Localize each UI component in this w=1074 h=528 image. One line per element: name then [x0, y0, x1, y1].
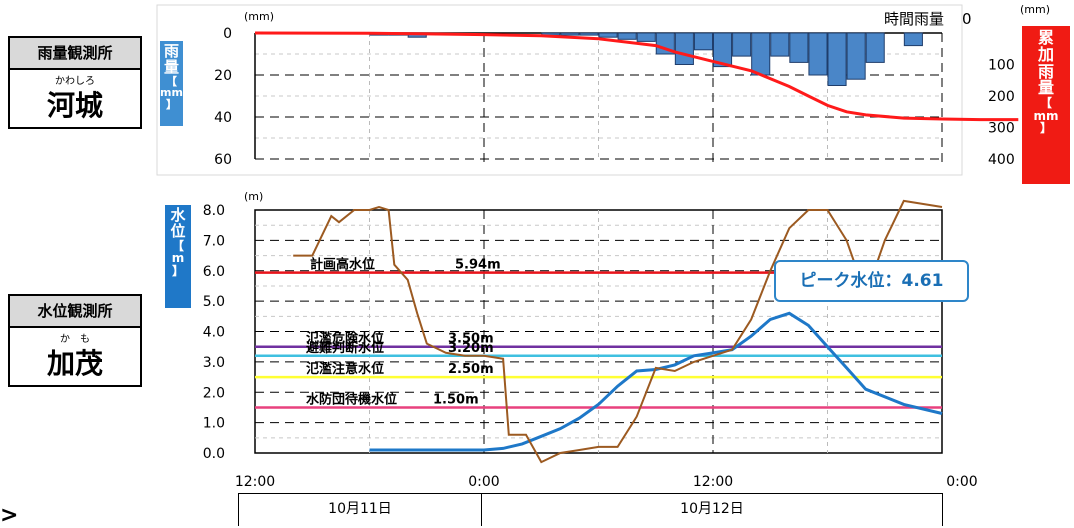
rain-station-name: 河城 [46, 89, 103, 122]
water-level-line [369, 311, 943, 452]
water-tick-label: 1.0 [203, 416, 225, 432]
water-tick-label: 7.0 [203, 233, 225, 249]
rain-bar [770, 32, 790, 57]
water-station-box: 水位観測所 か も 加茂 [8, 294, 142, 387]
rain-left-tick-label: 60 [214, 152, 232, 168]
cumulative-rain-line [254, 31, 1019, 122]
threshold-label: 氾濫注意水位 [306, 361, 384, 377]
rain-bar [693, 32, 714, 51]
rain-unit-right: (mm) [1020, 3, 1050, 16]
threshold-label: 計画高水位 [310, 257, 375, 273]
rain-bar [713, 32, 733, 68]
threshold-value: 3.50m [448, 332, 494, 347]
rain-unit-left: (mm) [244, 10, 274, 23]
water-tick-label: 0.0 [203, 446, 225, 462]
rain-right-tick-label: 200 [988, 89, 1015, 105]
water-tick-label: 6.0 [203, 264, 225, 280]
rain-bar [827, 32, 847, 86]
water-unit: (m) [244, 190, 263, 203]
rain-right-tick-label: 400 [988, 152, 1015, 168]
threshold-value: 2.50m [448, 362, 494, 377]
rain-bar [560, 32, 580, 36]
water-x-tick-label: 12:00 [693, 474, 733, 490]
rain-right-tick-zero-legend: 0 [962, 10, 972, 28]
water-station-header: 水位観測所 [10, 296, 140, 328]
water-tick-label: 2.0 [203, 385, 225, 401]
water-tick-label: 4.0 [203, 325, 225, 341]
water-tick-label: 8.0 [203, 203, 225, 219]
peak-water-level-callout: ピーク水位：4.61 [774, 260, 969, 302]
rain-station-box: 雨量観測所 かわしろ 河城 [8, 36, 142, 129]
rain-bar [598, 32, 618, 38]
rain-bar [846, 32, 866, 80]
arrow-icon: > [0, 503, 19, 528]
water-x-tick-label: 0:00 [946, 474, 977, 490]
rain-right-tick-label: 300 [988, 121, 1015, 137]
rain-right-tick-label: 100 [988, 58, 1015, 74]
rain-chart-border [156, 4, 963, 176]
water-station-name: 加茂 [46, 347, 103, 380]
rain-legend: 時間雨量 [884, 10, 944, 28]
rain-bar [751, 32, 771, 76]
second-series-line [293, 199, 943, 464]
threshold-label: 氾濫危険水位 [306, 331, 384, 347]
water-x-tick-label: 12:00 [235, 474, 275, 490]
rain-left-tick-label: 40 [214, 110, 232, 126]
threshold-value: 1.50m [433, 392, 479, 407]
date-label-day1: 10月11日 [238, 493, 482, 526]
water-x-tick-label: 0:00 [468, 474, 499, 490]
rain-left-tick-label: 20 [214, 68, 232, 84]
rain-station-header: 雨量観測所 [10, 38, 140, 70]
water-tick-label: 5.0 [203, 294, 225, 310]
rain-bar [732, 32, 752, 57]
rain-bar [789, 32, 809, 63]
rain-left-axis-label: 雨量【mm】 [160, 41, 183, 126]
rain-bar [903, 32, 923, 47]
rain-bar [617, 32, 637, 40]
rain-chart: (mm) (mm) 時間雨量 0 0 20 40 60 100 200 300 400 [156, 3, 1050, 176]
rain-bar [579, 32, 599, 36]
water-chart: (m) 0.0 1.0 2.0 3.0 4.0 5.0 6.0 7.0 8.0 12:00 0:00… [203, 190, 978, 490]
water-axis-label: 水位【m】 [165, 205, 191, 308]
rain-bar [808, 32, 828, 76]
rain-bar [674, 32, 694, 65]
rain-right-axis-label: 累加雨量【mm】 [1022, 26, 1070, 184]
threshold-label: 水防団待機水位 [306, 391, 397, 407]
threshold-value: 5.94m [455, 258, 501, 273]
rain-station-ruby: かわしろ [55, 76, 95, 87]
rain-bar [636, 32, 656, 42]
rain-bar [865, 32, 885, 63]
water-station-ruby: か も [60, 334, 90, 345]
water-tick-label: 3.0 [203, 355, 225, 371]
threshold-label: 避難判断水位 [306, 340, 384, 356]
threshold-value: 3.20m [448, 341, 494, 356]
rain-left-tick-label: 0 [223, 26, 232, 42]
date-label-day2: 10月12日 [481, 493, 943, 526]
